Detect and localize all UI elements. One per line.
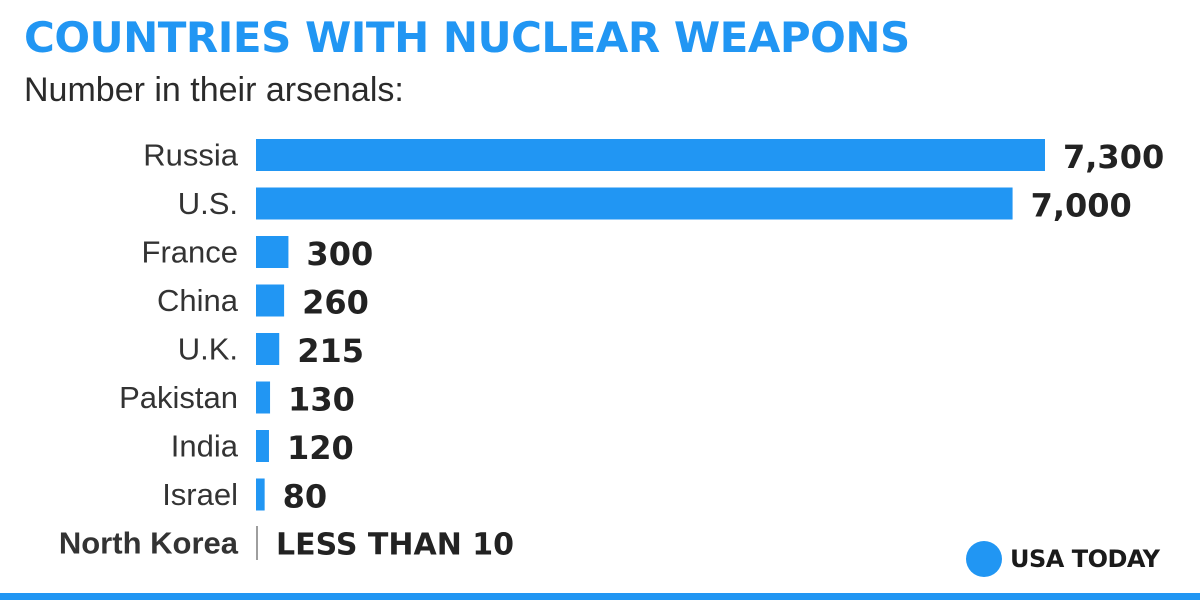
category-label-u-k: U.K.	[178, 332, 238, 367]
brand-name: USA TODAY	[1010, 545, 1160, 573]
bar-china	[256, 284, 285, 317]
chart-subtitle: Number in their arsenals:	[24, 71, 404, 109]
bar-india	[256, 430, 269, 462]
category-label-russia: Russia	[143, 138, 239, 173]
brand-logo: USA TODAY	[966, 541, 1160, 577]
value-label-pakistan: 130	[288, 381, 355, 419]
bar-pakistan	[256, 381, 271, 414]
category-label-france: France	[142, 235, 238, 270]
bar-u-k	[256, 333, 280, 365]
value-label-china: 260	[302, 284, 369, 322]
bar-france	[256, 236, 289, 268]
category-label-india: India	[171, 429, 239, 464]
bottom-accent-bar	[0, 593, 1200, 600]
category-label-israel: Israel	[162, 477, 238, 512]
category-label-pakistan: Pakistan	[119, 380, 238, 415]
value-label-israel: 80	[283, 478, 328, 516]
value-label-russia: 7,300	[1063, 138, 1164, 176]
bar-russia	[256, 139, 1045, 171]
value-label-u-k: 215	[297, 332, 364, 370]
circle-logo-icon	[966, 541, 1002, 577]
value-label-india: 120	[287, 429, 354, 467]
value-label-u-s: 7,000	[1031, 187, 1132, 225]
bar-u-s	[256, 187, 1013, 220]
value-label-north-korea: LESS THAN 10	[276, 528, 514, 563]
bar-israel	[256, 478, 265, 511]
category-label-china: China	[157, 283, 239, 318]
value-label-france: 300	[306, 235, 373, 273]
chart-title: COUNTRIES WITH NUCLEAR WEAPONS	[24, 13, 910, 62]
category-label-north-korea: North Korea	[59, 526, 239, 561]
category-label-u-s: U.S.	[178, 186, 238, 221]
